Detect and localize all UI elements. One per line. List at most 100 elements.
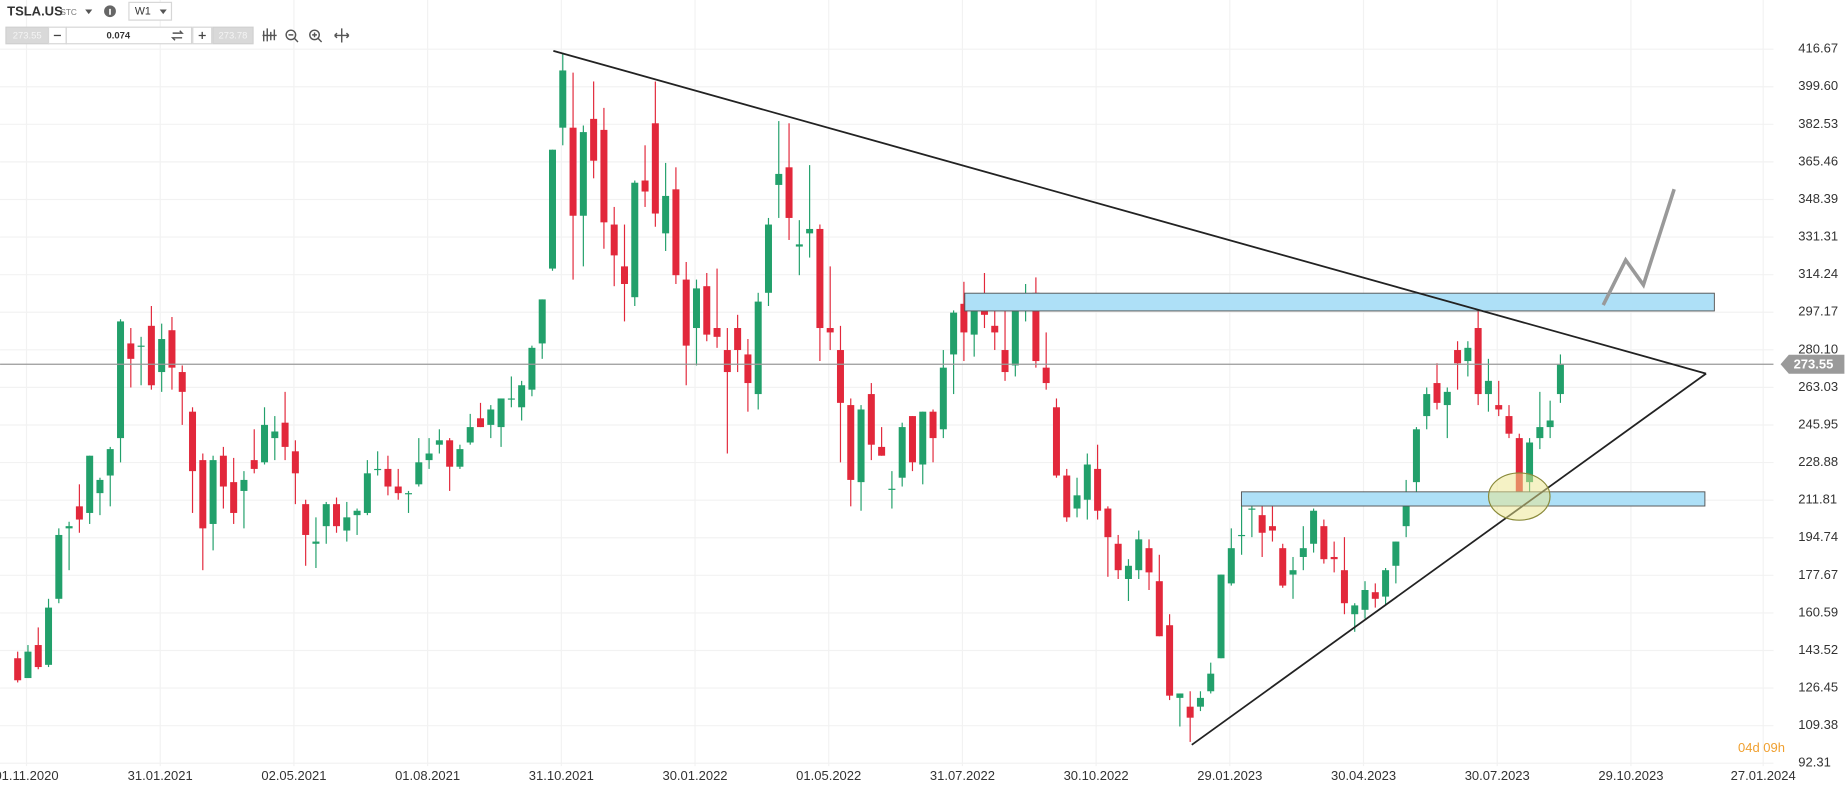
candle-body bbox=[1052, 407, 1060, 476]
y-tick-label: 382.53 bbox=[1798, 116, 1838, 131]
info-icon bbox=[109, 8, 111, 15]
candle-body bbox=[1361, 589, 1369, 610]
candle-body bbox=[908, 416, 916, 463]
candle-body bbox=[1289, 570, 1297, 575]
candle-body bbox=[898, 427, 906, 478]
candle-body bbox=[744, 354, 752, 384]
candle-body bbox=[1433, 383, 1441, 403]
y-tick-label: 280.10 bbox=[1798, 341, 1838, 356]
candle-body bbox=[703, 286, 711, 335]
candle-body bbox=[1454, 350, 1462, 364]
candle-body bbox=[1484, 380, 1492, 395]
candle-body bbox=[723, 350, 731, 373]
candle-body bbox=[497, 398, 505, 428]
candle-body bbox=[559, 70, 567, 128]
candle-body bbox=[1371, 592, 1379, 599]
candle-body bbox=[456, 449, 464, 467]
zoom-in-button[interactable] bbox=[309, 29, 320, 41]
candle-body bbox=[261, 424, 269, 463]
candle-body bbox=[549, 149, 556, 269]
candle-body bbox=[1495, 405, 1503, 410]
x-tick-label: 30.07.2023 bbox=[1465, 768, 1530, 783]
candle-body bbox=[1104, 508, 1112, 538]
exchange: STC bbox=[60, 8, 77, 17]
candle-body bbox=[888, 488, 896, 490]
candle-body bbox=[754, 301, 762, 395]
candle-body bbox=[75, 506, 83, 520]
interval-select[interactable] bbox=[128, 1, 173, 21]
candle-body bbox=[1279, 548, 1287, 586]
candle-body bbox=[1536, 427, 1544, 439]
swap-icon[interactable] bbox=[170, 30, 184, 41]
candle-body bbox=[1258, 515, 1266, 533]
candle-body bbox=[682, 279, 690, 346]
candle-body bbox=[363, 473, 371, 513]
toolbar: TSLA.US STC W1 273.55 0.074 273.78 bbox=[5, 1, 350, 45]
bid: 273.55 bbox=[13, 31, 42, 42]
x-tick-label: 27.01.2024 bbox=[1731, 768, 1796, 783]
candle-body bbox=[507, 398, 515, 400]
candle-body bbox=[1248, 508, 1256, 510]
candle-body bbox=[302, 504, 310, 535]
x-tick-label: 29.01.2023 bbox=[1197, 768, 1262, 783]
candle-body bbox=[1340, 570, 1348, 604]
candle-body bbox=[24, 651, 32, 679]
candle-body bbox=[1042, 367, 1050, 384]
x-tick-label: 30.04.2023 bbox=[1331, 768, 1396, 783]
candle-body bbox=[672, 189, 680, 276]
y-tick-label: 126.45 bbox=[1798, 680, 1838, 695]
candle-body bbox=[1176, 693, 1184, 698]
candle-body bbox=[1083, 464, 1091, 500]
candle-body bbox=[1515, 438, 1523, 494]
candle-body bbox=[394, 486, 402, 494]
candle-body bbox=[281, 422, 289, 447]
candle-body bbox=[641, 180, 649, 192]
candle-body bbox=[1464, 347, 1472, 362]
candle-body bbox=[1011, 308, 1019, 366]
ask-box[interactable] bbox=[212, 26, 254, 45]
candle-body bbox=[106, 449, 114, 476]
candle-body bbox=[785, 167, 793, 218]
candle-body bbox=[1505, 416, 1513, 434]
chart-type-button[interactable] bbox=[262, 28, 277, 42]
candle-body bbox=[209, 460, 217, 524]
candle-body bbox=[620, 266, 628, 284]
x-tick-label: 31.07.2022 bbox=[930, 768, 995, 783]
candle-body bbox=[662, 195, 670, 234]
x-tick-label: 29.10.2023 bbox=[1598, 768, 1663, 783]
candle-body bbox=[1063, 475, 1071, 518]
candle-body bbox=[1186, 706, 1194, 718]
candle-body bbox=[991, 325, 999, 333]
y-tick-label: 228.88 bbox=[1798, 454, 1838, 469]
volume-input[interactable] bbox=[65, 26, 193, 45]
candle-body bbox=[158, 339, 166, 373]
support-zone bbox=[1240, 491, 1706, 507]
y-tick-label: 143.52 bbox=[1798, 642, 1838, 657]
candle-body bbox=[333, 504, 341, 527]
x-tick-label: 31.01.2021 bbox=[128, 768, 193, 783]
zoom-out-button[interactable] bbox=[285, 29, 297, 41]
x-tick-label: 30.01.2022 bbox=[662, 768, 727, 783]
candle-body bbox=[147, 325, 155, 386]
symbol-dropdown[interactable] bbox=[85, 9, 93, 15]
candle-body bbox=[1166, 625, 1174, 696]
y-tick-label: 416.67 bbox=[1798, 41, 1838, 56]
current-price-label: 273.55 bbox=[1794, 356, 1834, 371]
trendline-lower bbox=[1191, 372, 1707, 746]
y-tick-label: 92.31 bbox=[1798, 755, 1831, 770]
x-tick-label: 02.05.2021 bbox=[261, 768, 326, 783]
y-tick-label: 263.03 bbox=[1798, 379, 1838, 394]
crosshair-button[interactable] bbox=[334, 28, 350, 43]
spread: 0.074 bbox=[106, 31, 130, 42]
x-tick-label: 31.10.2021 bbox=[529, 768, 594, 783]
y-tick-label: 365.46 bbox=[1798, 153, 1838, 168]
candle-body bbox=[929, 411, 937, 439]
candle-body bbox=[569, 127, 577, 216]
ask: 273.78 bbox=[219, 31, 248, 42]
candle-body bbox=[291, 451, 299, 474]
candle-body bbox=[271, 431, 279, 439]
candle-body bbox=[764, 224, 772, 293]
candle-body bbox=[1299, 548, 1307, 557]
